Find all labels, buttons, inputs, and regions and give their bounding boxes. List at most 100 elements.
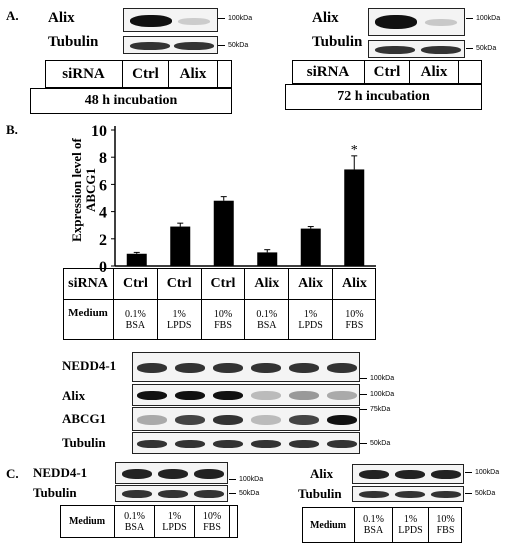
band <box>137 363 167 373</box>
c-left-m3-l2: FBS <box>203 521 221 533</box>
band <box>251 363 281 373</box>
a-right-marker-100: 100kDa <box>466 15 500 22</box>
band <box>213 391 243 400</box>
band <box>158 490 188 498</box>
a-right-tubulin-label: Tubulin <box>312 34 363 50</box>
chart-ylabel-line1: Expression level of <box>69 138 84 242</box>
medium-line2: BSA <box>257 320 277 331</box>
medium-line1: 10% <box>345 309 364 320</box>
y-tick-label: 6 <box>99 177 107 194</box>
c-left-nedd-label: NEDD4-1 <box>33 465 88 480</box>
c-right-m2-l2: LPDS <box>398 525 423 536</box>
band <box>122 490 152 498</box>
band <box>158 469 188 479</box>
c-right-medium-table <box>302 507 462 543</box>
b-table-sirna-cell: Alix <box>244 268 288 299</box>
band <box>431 491 461 498</box>
medium-line1: 0.1% <box>256 309 278 320</box>
c-right-m3-l1: 10% <box>436 514 455 525</box>
b-alix-label: Alix <box>62 388 86 403</box>
b-marker-abcg1: 75kDa <box>360 406 390 413</box>
c-right-m3-l2: FBS <box>436 525 455 536</box>
c-left-m3-l1: 10% <box>202 510 222 522</box>
bar <box>300 228 321 266</box>
c-left-medium-table <box>60 505 238 538</box>
b-table <box>63 268 376 340</box>
band <box>213 440 243 448</box>
a-left-ctrl-label: Ctrl <box>122 60 169 88</box>
medium-line2: LPDS <box>166 320 192 331</box>
y-tick-label: 2 <box>99 232 107 249</box>
a-left-tubulin-blot <box>123 36 218 54</box>
band <box>327 440 357 448</box>
band <box>251 440 281 448</box>
a-left-marker-100: 100kDa <box>218 15 252 22</box>
b-table-sirna-label: siRNA <box>68 275 108 291</box>
band <box>359 491 389 498</box>
a-right-marker-50: 50kDa <box>466 45 496 52</box>
y-tick-label: 10 <box>91 123 107 140</box>
band <box>175 391 205 400</box>
a-right-ctrl-label: Ctrl <box>364 60 410 84</box>
b-abcg1-label: ABCG1 <box>62 411 107 426</box>
band <box>175 363 205 373</box>
band <box>289 363 319 373</box>
band <box>425 19 457 26</box>
b-table-medium-cell: 1% LPDS <box>288 300 332 340</box>
band <box>122 469 152 479</box>
panel-c-label: C. <box>6 466 19 481</box>
b-tubulin-blot <box>132 432 360 454</box>
b-table-medium-cell: 0.1% BSA <box>244 300 288 340</box>
a-right-incubation: 72 h incubation <box>285 84 482 110</box>
c-left-marker-50: 50kDa <box>229 490 259 497</box>
medium-line2: FBS <box>345 320 364 331</box>
bar <box>126 253 147 266</box>
chart-ylabel: Expression level of ABCG1 <box>69 130 98 250</box>
y-tick-label: 4 <box>99 205 107 222</box>
band <box>289 440 319 448</box>
bar <box>257 252 278 266</box>
band <box>137 391 167 400</box>
c-right-m1-l1: 0.1% <box>363 514 384 525</box>
band <box>395 470 425 479</box>
b-table-sirna-cell: Alix <box>332 268 376 299</box>
medium-line2: BSA <box>125 320 146 331</box>
b-abcg1-blot <box>132 407 360 431</box>
band <box>174 42 214 50</box>
b-nedd-label: NEDD4-1 <box>62 358 117 373</box>
chart-ylabel-line2: ABCG1 <box>83 167 98 213</box>
band <box>431 470 461 479</box>
bar <box>170 226 191 266</box>
band <box>194 490 224 498</box>
c-right-medium-1: 0.1% BSA <box>354 507 392 543</box>
abcg1-bar-chart: 0 2 4 6 8 10 * <box>91 123 376 276</box>
c-left-marker-100: 100kDa <box>229 476 263 483</box>
b-table-medium-cell: 10% FBS <box>200 300 245 340</box>
medium-line2: FBS <box>214 320 232 331</box>
y-tick-label: 0 <box>99 259 107 276</box>
panel-b-label: B. <box>6 122 18 137</box>
band <box>327 415 357 425</box>
medium-line1: 1% <box>303 309 318 320</box>
band <box>137 440 167 448</box>
band <box>289 415 319 425</box>
band <box>251 415 281 425</box>
band <box>327 363 357 373</box>
band <box>194 469 224 479</box>
band <box>130 15 172 27</box>
c-right-tubulin-blot <box>352 486 464 502</box>
band <box>359 470 389 479</box>
b-marker-nedd: 100kDa <box>360 375 394 382</box>
c-left-m1-l2: BSA <box>124 521 145 533</box>
band <box>175 415 205 425</box>
medium-line1: 0.1% <box>124 309 146 320</box>
c-right-marker-50: 50kDa <box>465 490 495 497</box>
b-marker-alix: 100kDa <box>360 391 394 398</box>
c-right-medium-label: Medium <box>309 519 347 531</box>
c-left-medium-1: 0.1% BSA <box>114 505 154 538</box>
c-left-tubulin-blot <box>115 485 228 502</box>
a-right-alix-col-label: Alix <box>409 60 459 84</box>
c-right-alix-blot <box>352 464 464 484</box>
band <box>213 415 243 425</box>
band <box>289 391 319 400</box>
